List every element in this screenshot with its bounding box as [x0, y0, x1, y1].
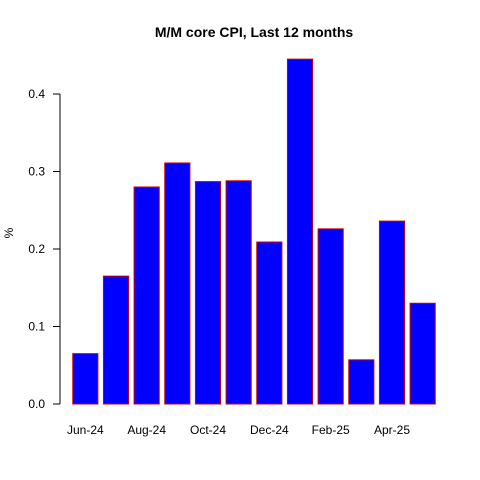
bar-Nov-24	[225, 180, 252, 405]
bar-Sep-24	[164, 162, 191, 405]
x-tick-label: Aug-24	[127, 423, 166, 437]
bar-series	[72, 58, 436, 405]
y-tick-label: 0.3	[28, 165, 45, 179]
x-axis: Jun-24 Aug-24 Oct-24 Dec-24 Feb-25 Apr-25	[67, 423, 410, 437]
chart-title: M/M core CPI, Last 12 months	[155, 24, 354, 40]
x-tick-label: Oct-24	[190, 423, 226, 437]
bar-May-25	[409, 302, 436, 405]
x-tick-label: Jun-24	[67, 423, 104, 437]
x-tick-label: Feb-25	[312, 423, 350, 437]
bar-Dec-24	[256, 241, 283, 405]
bar-Aug-24	[133, 186, 160, 405]
bar-Jun-24	[72, 353, 99, 405]
bar-Jul-24	[102, 275, 130, 405]
y-axis-label: %	[2, 227, 16, 238]
y-tick-label: 0.0	[28, 397, 45, 411]
x-tick-label: Dec-24	[250, 423, 289, 437]
bar-Feb-25	[317, 228, 344, 405]
x-tick-label: Apr-25	[374, 423, 410, 437]
bar-Mar-25	[348, 359, 375, 405]
y-axis: 0.0 0.1 0.2 0.3 0.4	[28, 87, 61, 411]
bar-Apr-25	[378, 220, 406, 405]
y-tick-label: 0.1	[28, 320, 45, 334]
y-tick-label: 0.2	[28, 242, 45, 256]
bar-Jan-25	[286, 58, 314, 405]
y-tick-label: 0.4	[28, 87, 45, 101]
bar-Oct-24	[194, 181, 222, 405]
